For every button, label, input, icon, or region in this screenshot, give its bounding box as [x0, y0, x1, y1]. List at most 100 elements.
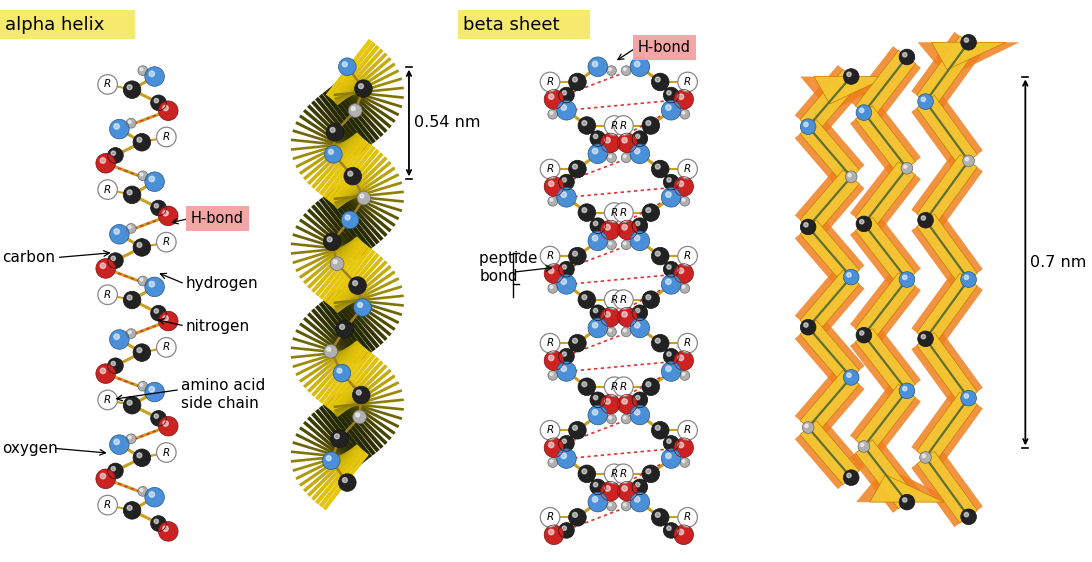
Polygon shape — [293, 129, 360, 152]
Circle shape — [151, 516, 166, 531]
Circle shape — [544, 176, 563, 196]
Circle shape — [353, 386, 370, 404]
Circle shape — [923, 454, 926, 457]
Circle shape — [859, 331, 864, 335]
Polygon shape — [917, 451, 977, 523]
Circle shape — [680, 370, 690, 380]
Polygon shape — [800, 320, 859, 384]
Polygon shape — [307, 237, 359, 289]
Polygon shape — [335, 156, 388, 209]
Circle shape — [587, 57, 607, 76]
Circle shape — [548, 196, 558, 206]
Circle shape — [569, 334, 586, 352]
Polygon shape — [335, 80, 392, 129]
Circle shape — [544, 89, 563, 109]
Circle shape — [652, 73, 669, 91]
Circle shape — [158, 522, 178, 541]
Circle shape — [666, 453, 672, 459]
Polygon shape — [311, 309, 361, 363]
Polygon shape — [290, 450, 361, 460]
Circle shape — [655, 338, 661, 343]
Circle shape — [343, 478, 347, 483]
Circle shape — [666, 279, 672, 284]
Circle shape — [608, 329, 612, 332]
Circle shape — [634, 323, 640, 328]
Circle shape — [621, 153, 631, 162]
Polygon shape — [295, 342, 359, 376]
Circle shape — [624, 504, 626, 506]
Circle shape — [578, 291, 595, 309]
Circle shape — [548, 109, 558, 119]
Circle shape — [548, 181, 554, 187]
Polygon shape — [332, 292, 380, 348]
Polygon shape — [307, 312, 359, 364]
Circle shape — [800, 319, 816, 335]
Circle shape — [548, 442, 554, 448]
Polygon shape — [335, 186, 400, 220]
Circle shape — [655, 164, 661, 169]
Circle shape — [634, 410, 640, 415]
Polygon shape — [795, 165, 865, 238]
Circle shape — [645, 382, 651, 387]
Polygon shape — [335, 62, 395, 105]
Polygon shape — [912, 447, 983, 527]
Circle shape — [856, 216, 871, 232]
Polygon shape — [293, 337, 360, 360]
Text: R: R — [684, 338, 691, 348]
Polygon shape — [917, 96, 977, 167]
Polygon shape — [869, 475, 945, 502]
Polygon shape — [855, 51, 915, 119]
Circle shape — [582, 294, 586, 300]
Circle shape — [150, 71, 155, 76]
Polygon shape — [335, 393, 395, 435]
Polygon shape — [325, 192, 372, 251]
Polygon shape — [329, 42, 376, 99]
Polygon shape — [795, 416, 865, 489]
Circle shape — [859, 220, 864, 224]
Circle shape — [353, 410, 367, 424]
Circle shape — [606, 327, 616, 337]
Polygon shape — [333, 394, 383, 449]
Circle shape — [605, 398, 610, 404]
Circle shape — [846, 373, 851, 377]
Circle shape — [123, 81, 141, 98]
Polygon shape — [333, 297, 404, 307]
Circle shape — [592, 410, 597, 415]
Polygon shape — [322, 348, 369, 406]
Circle shape — [127, 505, 132, 510]
Circle shape — [587, 318, 607, 338]
Circle shape — [331, 430, 348, 447]
Polygon shape — [314, 409, 364, 465]
Circle shape — [572, 513, 578, 518]
Text: R: R — [684, 77, 691, 87]
Polygon shape — [800, 370, 859, 434]
Circle shape — [145, 277, 165, 297]
Polygon shape — [335, 289, 388, 341]
Circle shape — [618, 220, 637, 240]
Circle shape — [606, 153, 616, 162]
Polygon shape — [912, 388, 983, 468]
Text: R: R — [620, 207, 627, 217]
Circle shape — [156, 127, 176, 147]
Circle shape — [678, 268, 684, 274]
Circle shape — [163, 105, 168, 111]
Circle shape — [108, 463, 123, 479]
Circle shape — [642, 117, 660, 134]
Polygon shape — [335, 289, 395, 331]
Circle shape — [548, 283, 558, 293]
Circle shape — [608, 416, 612, 419]
Circle shape — [562, 265, 567, 269]
Text: R: R — [610, 207, 618, 217]
Polygon shape — [912, 32, 983, 112]
Polygon shape — [293, 449, 360, 472]
Circle shape — [127, 190, 132, 195]
Circle shape — [634, 235, 640, 241]
Polygon shape — [335, 394, 400, 428]
Polygon shape — [319, 198, 366, 256]
Circle shape — [630, 318, 650, 338]
Circle shape — [678, 246, 698, 266]
Circle shape — [652, 160, 669, 178]
Circle shape — [667, 90, 672, 95]
Circle shape — [354, 298, 371, 316]
Circle shape — [843, 69, 859, 84]
